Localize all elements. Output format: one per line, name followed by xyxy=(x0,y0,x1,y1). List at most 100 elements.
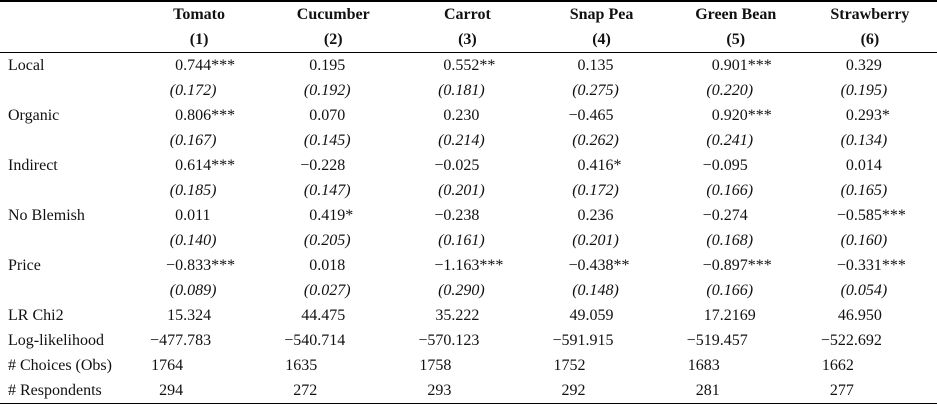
value-integer-part: (0 xyxy=(572,182,586,199)
value-cell: 277 xyxy=(803,378,937,404)
value-cell: (0.214) xyxy=(400,128,534,153)
table-header: Tomato (1) Cucumber (2) Carrot (3) Snap Pea (4)… xyxy=(0,1,937,53)
value-cell: (0.241) xyxy=(669,128,803,153)
value-cell: 294 xyxy=(132,378,266,404)
value-decimal-part: .329 xyxy=(853,57,882,74)
value-cell: 1758 xyxy=(400,353,534,378)
value-cell: −540.714 xyxy=(266,328,400,353)
value-decimal-part: .236 xyxy=(585,207,614,224)
value-integer-part: 15 xyxy=(167,307,184,324)
value-decimal-part: .833*** xyxy=(183,257,236,274)
value-integer-part: (0 xyxy=(438,82,452,99)
value-integer-part: (0 xyxy=(840,182,854,199)
value-integer-part: 0 xyxy=(577,57,586,74)
value-integer-part: (0 xyxy=(169,232,184,249)
table-row: LR Chi2 15.324 44.475 35.222 49.059 17.2169 46… xyxy=(0,303,937,328)
value-cell: (0.275) xyxy=(534,78,668,103)
value-cell: (0.172) xyxy=(534,178,668,203)
value-decimal-part: .123 xyxy=(451,332,480,349)
value-integer-part: 292 xyxy=(561,382,586,399)
row-label xyxy=(0,228,132,253)
value-decimal-part: .185) xyxy=(183,182,217,199)
table-row: # Respondents 294 272 293 292 281 277 xyxy=(0,378,937,404)
value-cell: −0.465 xyxy=(534,103,668,128)
value-cell: (0.166) xyxy=(669,278,803,303)
value-cell: −1.163*** xyxy=(400,253,534,278)
value-cell: 292 xyxy=(534,378,668,404)
value-integer-part: 0 xyxy=(175,157,184,174)
value-integer-part: 0 xyxy=(309,257,318,274)
value-cell: 46.950 xyxy=(803,303,937,328)
value-integer-part: (0 xyxy=(438,232,452,249)
value-integer-part: (0 xyxy=(840,282,854,299)
column-header-carrot: Carrot (3) xyxy=(400,1,534,53)
value-decimal-part: .140) xyxy=(183,232,217,249)
value-cell: (0.262) xyxy=(534,128,668,153)
value-integer-part: (0 xyxy=(706,282,720,299)
value-integer-part: 294 xyxy=(159,382,184,399)
corner-cell xyxy=(0,1,132,53)
value-integer-part: −477 xyxy=(150,332,184,349)
column-name: Strawberry xyxy=(830,6,910,23)
value-integer-part: 0 xyxy=(845,157,854,174)
column-name: Snap Pea xyxy=(569,6,634,23)
value-decimal-part: .275) xyxy=(585,82,619,99)
value-cell: 35.222 xyxy=(400,303,534,328)
value-cell: (0.140) xyxy=(132,228,266,253)
column-number: (2) xyxy=(323,31,343,48)
value-cell: (0.201) xyxy=(534,228,668,253)
value-integer-part: 0 xyxy=(175,107,184,124)
value-decimal-part: .070 xyxy=(317,107,346,124)
value-cell: (0.168) xyxy=(669,228,803,253)
value-cell: (0.089) xyxy=(132,278,266,303)
value-integer-part: −591 xyxy=(552,332,586,349)
value-decimal-part: .054) xyxy=(853,282,888,299)
value-decimal-part: .025 xyxy=(451,157,480,174)
value-cell: (0.181) xyxy=(400,78,534,103)
value-decimal-part: .018 xyxy=(317,257,346,274)
value-cell: (0.147) xyxy=(266,178,400,203)
value-decimal-part: .165) xyxy=(853,182,888,199)
value-decimal-part: .181) xyxy=(451,82,485,99)
value-decimal-part: .201) xyxy=(585,232,619,249)
value-decimal-part: .262) xyxy=(585,132,619,149)
value-cell: −522.692 xyxy=(803,328,937,353)
value-integer-part: −0 xyxy=(836,257,854,274)
value-integer-part: (0 xyxy=(572,82,586,99)
value-integer-part: (0 xyxy=(438,282,452,299)
column-number: (6) xyxy=(860,31,880,48)
value-decimal-part: .2169 xyxy=(719,307,756,324)
value-cell: 293 xyxy=(400,378,534,404)
row-label: Indirect xyxy=(8,157,58,174)
value-integer-part: 277 xyxy=(829,382,854,399)
value-cell: −0.274 xyxy=(669,203,803,228)
value-integer-part: (0 xyxy=(169,132,184,149)
value-decimal-part: .920*** xyxy=(719,107,772,124)
value-cell: 281 xyxy=(669,378,803,404)
value-cell: 15.324 xyxy=(132,303,266,328)
value-cell: 1683 xyxy=(669,353,803,378)
value-integer-part: 0 xyxy=(711,107,720,124)
value-decimal-part: .195) xyxy=(853,82,888,99)
value-decimal-part: .438** xyxy=(585,257,630,274)
value-integer-part: 0 xyxy=(711,57,720,74)
value-integer-part: 1764 xyxy=(151,357,184,374)
value-integer-part: (0 xyxy=(706,232,720,249)
table-body: Local 0.744*** 0.195 0.552** 0.135 0.901*** 0.… xyxy=(0,53,937,404)
value-cell: −591.915 xyxy=(534,328,668,353)
value-decimal-part: .172) xyxy=(585,182,619,199)
table-row: No Blemish 0.011 0.419* −0.238 0.236 −0.274 −0… xyxy=(0,203,937,228)
value-cell: 49.059 xyxy=(534,303,668,328)
value-integer-part: −0 xyxy=(568,257,586,274)
value-decimal-part: .293* xyxy=(853,107,890,124)
value-decimal-part: .744*** xyxy=(183,57,236,74)
value-integer-part: (0 xyxy=(840,132,854,149)
header-row: Tomato (1) Cucumber (2) Carrot (3) Snap Pea (4)… xyxy=(0,1,937,53)
value-integer-part: 49 xyxy=(569,307,586,324)
value-cell: 1662 xyxy=(803,353,937,378)
table-row: (0.167) (0.145) (0.214) (0.262) (0.241) (0.13… xyxy=(0,128,937,153)
value-cell: (0.145) xyxy=(266,128,400,153)
value-integer-part: (0 xyxy=(840,232,854,249)
value-cell: 0.230 xyxy=(400,103,534,128)
value-decimal-part: .552** xyxy=(451,57,496,74)
